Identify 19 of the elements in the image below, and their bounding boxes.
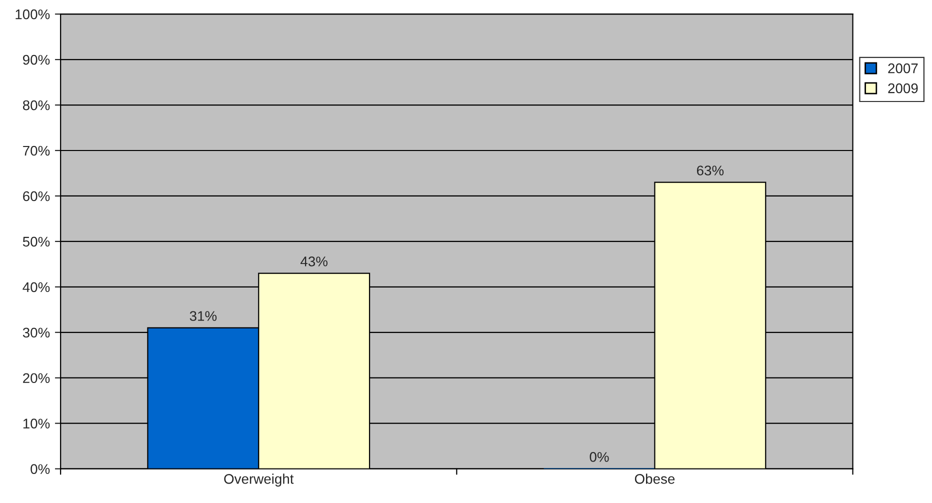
- y-tick-label: 90%: [23, 54, 50, 65]
- legend-label: 2009: [888, 83, 918, 94]
- y-tick-label: 40%: [22, 282, 50, 292]
- data-label: 31%: [190, 311, 217, 321]
- data-label: 0%: [590, 452, 609, 462]
- y-tick-label: 100%: [16, 9, 50, 20]
- x-tick-label: Obese: [634, 474, 675, 484]
- legend-label: 2007: [888, 63, 918, 74]
- y-tick-label: 20%: [23, 373, 50, 384]
- y-tick-label: 50%: [22, 236, 50, 247]
- y-tick-label: 0%: [30, 464, 50, 474]
- y-tick-label: 10%: [23, 418, 50, 428]
- y-tick-label: 70%: [23, 146, 50, 156]
- x-tick-label: Overweight: [224, 474, 294, 487]
- y-tick-label: 80%: [22, 100, 50, 110]
- y-tick-label: 30%: [22, 328, 50, 338]
- data-label: 63%: [696, 166, 724, 176]
- data-label: 43%: [300, 256, 328, 266]
- y-tick-label: 60%: [23, 191, 50, 202]
